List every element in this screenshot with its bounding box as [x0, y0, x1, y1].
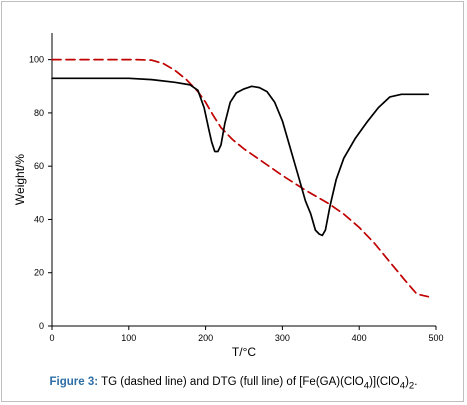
- y-tick-label: 20: [34, 268, 44, 278]
- y-tick-label: 60: [34, 161, 44, 171]
- chart-series: [51, 58, 430, 298]
- caption-text: TG (dashed line) and DTG (full line) of …: [98, 376, 364, 388]
- y-tick-label: 40: [34, 214, 44, 224]
- tg-dashed-line: [51, 58, 430, 298]
- x-tick-label: 500: [428, 333, 443, 343]
- x-tick-label: 100: [121, 333, 136, 343]
- x-axis-label: T/°C: [232, 345, 256, 359]
- chart: 0 100 200 300 400 500 0 20 40 60 80 100 T/°C Weight…: [13, 33, 444, 359]
- y-axis-label: Weight/%: [13, 154, 27, 205]
- y-tick-label: 100: [29, 55, 44, 65]
- x-tick-label: 400: [352, 333, 367, 343]
- chart-axes: [51, 33, 436, 327]
- caption-text: .: [414, 376, 418, 388]
- caption-subscript: 4: [363, 380, 370, 392]
- y-tick-label: 80: [34, 108, 44, 118]
- dtg-solid-line: [51, 77, 430, 237]
- caption-subscript: 4: [399, 380, 406, 392]
- chart-ticks: 0 100 200 300 400 500 0 20 40 60 80 100: [29, 55, 444, 343]
- y-tick-label: 0: [39, 321, 44, 331]
- figure-label: Figure 3:: [49, 376, 99, 388]
- caption-text: )](ClO: [369, 376, 400, 388]
- figure-caption: Figure 3: TG (dashed line) and DTG (full…: [0, 376, 467, 391]
- x-tick-label: 200: [198, 333, 213, 343]
- x-tick-label: 300: [275, 333, 290, 343]
- caption-text: ): [405, 376, 409, 388]
- caption-subscript: 2: [408, 380, 415, 392]
- x-tick-label: 0: [49, 333, 54, 343]
